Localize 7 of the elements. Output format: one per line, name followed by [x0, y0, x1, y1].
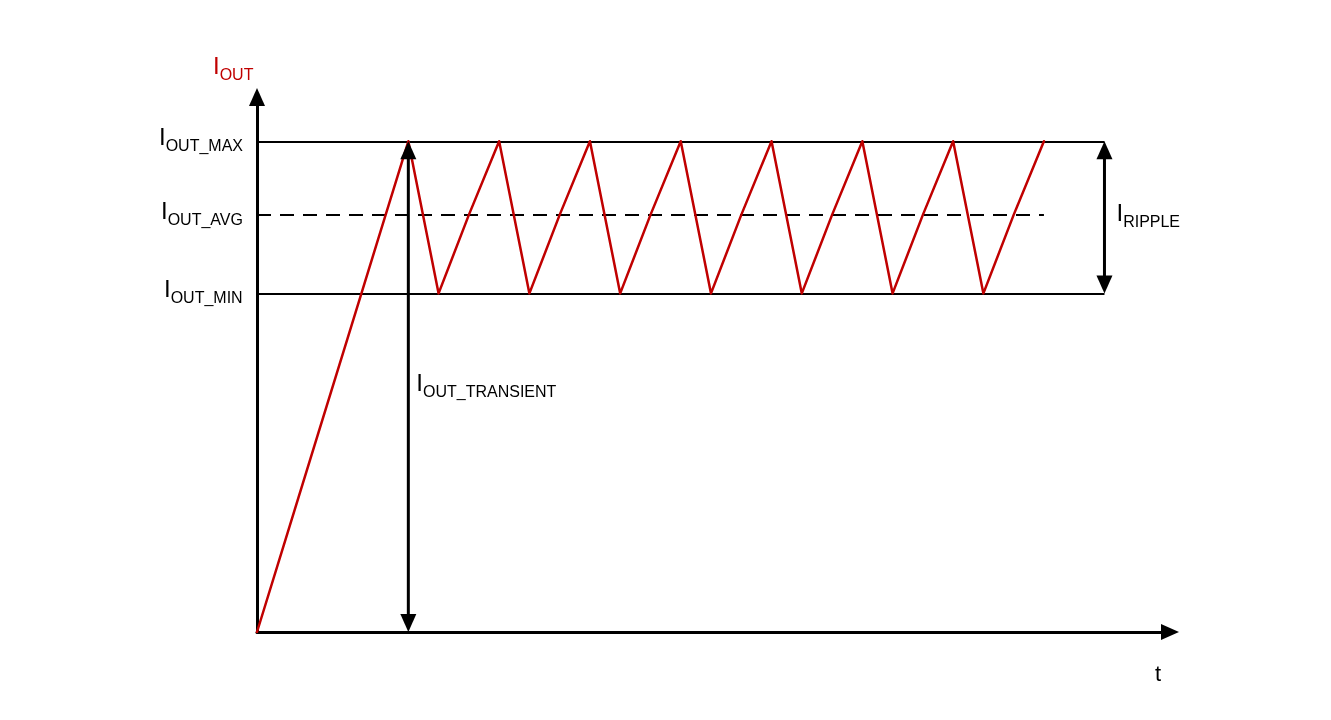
y-axis-title: I$_{OUT}$ [213, 52, 254, 83]
annotation: I$_{RIPPLE}$ [1116, 199, 1181, 231]
annotation: I$_{OUT_TRANSIENT}$ [416, 368, 557, 400]
ref-line-label: I$_{OUT_MAX}$ [159, 123, 244, 155]
x-axis-title: t [1155, 660, 1162, 686]
ref-line-label: I$_{OUT_MIN}$ [164, 275, 243, 307]
ref-line-label: I$_{OUT_AVG}$ [161, 196, 243, 228]
